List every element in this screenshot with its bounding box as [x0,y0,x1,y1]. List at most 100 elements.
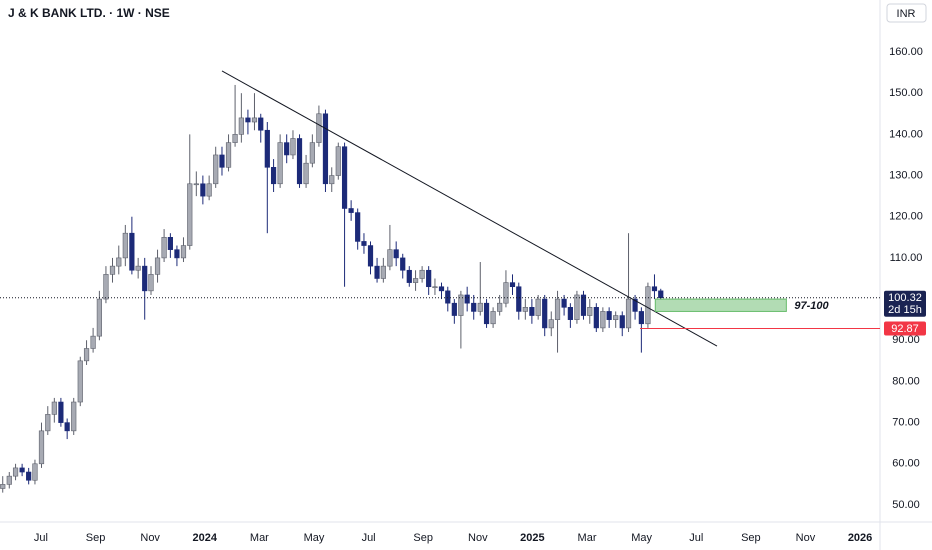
candle-body [432,286,438,289]
candle-body [284,142,290,156]
candle-body [367,245,374,267]
currency-box[interactable] [886,3,927,23]
candle-body [19,467,25,473]
x-tick-label: Mar [578,532,597,544]
y-tick-label: 140.00 [889,128,923,140]
y-tick-label: 130.00 [889,169,923,181]
price-zone [654,298,787,312]
x-tick-label: 2024 [193,532,218,544]
y-tick-label: 120.00 [889,211,923,223]
candle-body [348,208,354,213]
candle-body [651,286,658,292]
x-tick-label: Nov [796,532,816,544]
candle-body [341,146,348,209]
candle-body [26,471,32,481]
candle-body [574,294,580,320]
plot-area [0,70,787,493]
candle-body [12,467,19,477]
x-tick-label: Nov [140,532,160,544]
trendline [221,70,718,347]
candle-body [96,298,102,337]
candle-body [516,286,522,312]
candle-body [522,307,528,312]
candle-body [316,113,322,143]
currency-label[interactable]: INR [897,8,916,20]
candle-body [458,294,464,316]
candle-body [535,298,541,316]
candle-body [219,154,225,168]
candle-body [309,142,315,164]
candle-body [406,269,412,283]
y-tick-label: 90.00 [892,334,920,346]
candle-body [77,360,83,403]
candle-body [213,154,219,185]
candle-body [0,484,6,489]
candle-body [400,257,406,271]
x-tick-label: Sep [86,532,106,544]
candle-body [193,183,199,186]
candle-body [600,311,606,329]
candle-body [83,348,90,362]
candle-body [264,129,270,168]
candle-body [567,307,573,320]
candle-body [412,278,419,283]
candle-body [180,245,187,259]
x-tick-label: Sep [741,532,761,544]
candle-body [606,311,612,320]
candle-body [187,183,193,246]
candle-body [154,257,161,275]
candle-body [587,307,593,316]
candle-body [290,138,296,156]
candle-body [355,212,361,242]
candle-body [116,257,122,267]
y-tick-label: 110.00 [890,252,923,264]
x-tick-label: Sep [413,532,433,544]
y-tick-label: 160.00 [889,46,923,58]
candle-body [232,134,238,143]
candle-body [45,414,51,432]
current-price-label: 100.32 [888,292,922,304]
candle-body [471,302,477,312]
candle-body [251,117,258,123]
candle-body [161,237,167,259]
candle-body [464,294,470,304]
candle-body [51,401,57,415]
x-tick-label: May [304,532,325,544]
candle-body [426,269,432,288]
y-tick-label: 80.00 [892,375,920,387]
candle-body [90,335,96,349]
candle-body [438,286,445,292]
candle-body [503,282,509,304]
y-tick-label: 50.00 [892,499,920,511]
candle-body [387,249,393,267]
candle-body [277,142,283,185]
candle-body [619,315,625,329]
candle-body [477,302,483,312]
candle-body [483,302,490,325]
candle-body [32,463,38,481]
candle-body [206,183,212,197]
candle-body [167,237,173,250]
candle-body [135,265,141,271]
candle-body [329,175,335,185]
candle-body [393,249,399,259]
candle-body [593,307,599,329]
x-tick-label: Jul [34,532,48,544]
candle-body [238,117,244,135]
candle-body [103,274,109,300]
candle-body [322,113,329,185]
candle-body [374,265,380,279]
candle-body [200,183,206,197]
candle-body [71,401,77,432]
candle-body [490,311,496,325]
candle-body [658,290,664,299]
x-tick-label: 2026 [848,532,872,544]
candle-body [548,319,554,329]
countdown-label: 2d 15h [888,304,922,316]
candle-body [148,274,154,292]
x-tick-label: Mar [250,532,269,544]
candle-body [335,146,341,176]
candle-body [380,265,386,279]
candle-body [580,294,587,316]
zone-label: 97-100 [794,300,829,312]
